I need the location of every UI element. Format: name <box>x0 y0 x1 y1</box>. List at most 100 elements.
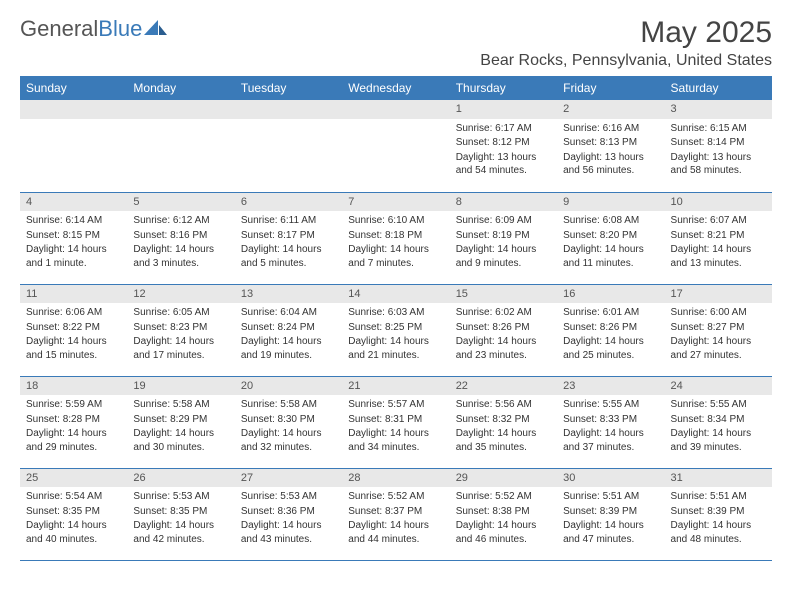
sunset-text: Sunset: 8:19 PM <box>456 229 551 243</box>
day-number <box>127 100 234 119</box>
daylight-text: Daylight: 14 hours and 30 minutes. <box>133 427 228 454</box>
sunset-text: Sunset: 8:39 PM <box>563 505 658 519</box>
day-number: 1 <box>450 100 557 119</box>
day-cell <box>127 100 234 192</box>
day-number: 13 <box>235 285 342 304</box>
day-number: 6 <box>235 193 342 212</box>
daylight-text: Daylight: 14 hours and 42 minutes. <box>133 519 228 546</box>
day-cell: 26Sunrise: 5:53 AMSunset: 8:35 PMDayligh… <box>127 468 234 560</box>
logo-sail-icon <box>144 16 168 42</box>
day-cell: 19Sunrise: 5:58 AMSunset: 8:29 PMDayligh… <box>127 376 234 468</box>
day-details: Sunrise: 5:52 AMSunset: 8:38 PMDaylight:… <box>450 487 557 551</box>
sunrise-text: Sunrise: 6:09 AM <box>456 214 551 228</box>
day-cell: 29Sunrise: 5:52 AMSunset: 8:38 PMDayligh… <box>450 468 557 560</box>
day-details: Sunrise: 6:16 AMSunset: 8:13 PMDaylight:… <box>557 119 664 183</box>
daylight-text: Daylight: 14 hours and 34 minutes. <box>348 427 443 454</box>
day-number: 9 <box>557 193 664 212</box>
sunset-text: Sunset: 8:26 PM <box>456 321 551 335</box>
day-cell <box>235 100 342 192</box>
daylight-text: Daylight: 14 hours and 27 minutes. <box>671 335 766 362</box>
day-cell: 2Sunrise: 6:16 AMSunset: 8:13 PMDaylight… <box>557 100 664 192</box>
day-number: 25 <box>20 469 127 488</box>
daylight-text: Daylight: 14 hours and 25 minutes. <box>563 335 658 362</box>
day-header-cell: Sunday <box>20 76 127 100</box>
week-row: 18Sunrise: 5:59 AMSunset: 8:28 PMDayligh… <box>20 376 772 468</box>
day-number: 20 <box>235 377 342 396</box>
day-details: Sunrise: 6:10 AMSunset: 8:18 PMDaylight:… <box>342 211 449 275</box>
sunrise-text: Sunrise: 6:17 AM <box>456 122 551 136</box>
sunrise-text: Sunrise: 6:07 AM <box>671 214 766 228</box>
day-header-cell: Saturday <box>665 76 772 100</box>
day-number: 22 <box>450 377 557 396</box>
sunrise-text: Sunrise: 5:56 AM <box>456 398 551 412</box>
day-number: 18 <box>20 377 127 396</box>
day-details: Sunrise: 5:51 AMSunset: 8:39 PMDaylight:… <box>557 487 664 551</box>
daylight-text: Daylight: 14 hours and 44 minutes. <box>348 519 443 546</box>
daylight-text: Daylight: 14 hours and 48 minutes. <box>671 519 766 546</box>
day-number: 27 <box>235 469 342 488</box>
sunset-text: Sunset: 8:17 PM <box>241 229 336 243</box>
sunset-text: Sunset: 8:20 PM <box>563 229 658 243</box>
day-details: Sunrise: 6:03 AMSunset: 8:25 PMDaylight:… <box>342 303 449 367</box>
logo-text-2: Blue <box>98 16 142 42</box>
sunrise-text: Sunrise: 6:15 AM <box>671 122 766 136</box>
daylight-text: Daylight: 14 hours and 43 minutes. <box>241 519 336 546</box>
day-details: Sunrise: 6:05 AMSunset: 8:23 PMDaylight:… <box>127 303 234 367</box>
day-number: 31 <box>665 469 772 488</box>
sunrise-text: Sunrise: 5:53 AM <box>133 490 228 504</box>
daylight-text: Daylight: 14 hours and 5 minutes. <box>241 243 336 270</box>
daylight-text: Daylight: 14 hours and 13 minutes. <box>671 243 766 270</box>
day-details: Sunrise: 5:57 AMSunset: 8:31 PMDaylight:… <box>342 395 449 459</box>
sunset-text: Sunset: 8:18 PM <box>348 229 443 243</box>
sunset-text: Sunset: 8:30 PM <box>241 413 336 427</box>
sunrise-text: Sunrise: 5:51 AM <box>563 490 658 504</box>
daylight-text: Daylight: 13 hours and 54 minutes. <box>456 151 551 178</box>
day-cell: 30Sunrise: 5:51 AMSunset: 8:39 PMDayligh… <box>557 468 664 560</box>
day-number: 23 <box>557 377 664 396</box>
sunset-text: Sunset: 8:31 PM <box>348 413 443 427</box>
sunrise-text: Sunrise: 6:01 AM <box>563 306 658 320</box>
day-details: Sunrise: 5:55 AMSunset: 8:33 PMDaylight:… <box>557 395 664 459</box>
day-details: Sunrise: 6:17 AMSunset: 8:12 PMDaylight:… <box>450 119 557 183</box>
daylight-text: Daylight: 14 hours and 40 minutes. <box>26 519 121 546</box>
day-cell: 22Sunrise: 5:56 AMSunset: 8:32 PMDayligh… <box>450 376 557 468</box>
day-cell: 6Sunrise: 6:11 AMSunset: 8:17 PMDaylight… <box>235 192 342 284</box>
day-details: Sunrise: 5:58 AMSunset: 8:30 PMDaylight:… <box>235 395 342 459</box>
day-details: Sunrise: 5:52 AMSunset: 8:37 PMDaylight:… <box>342 487 449 551</box>
day-number: 24 <box>665 377 772 396</box>
sunrise-text: Sunrise: 6:06 AM <box>26 306 121 320</box>
day-details: Sunrise: 6:06 AMSunset: 8:22 PMDaylight:… <box>20 303 127 367</box>
day-details: Sunrise: 5:54 AMSunset: 8:35 PMDaylight:… <box>20 487 127 551</box>
sunset-text: Sunset: 8:22 PM <box>26 321 121 335</box>
sunset-text: Sunset: 8:35 PM <box>133 505 228 519</box>
sunset-text: Sunset: 8:33 PM <box>563 413 658 427</box>
day-number: 7 <box>342 193 449 212</box>
day-number <box>342 100 449 119</box>
day-cell: 11Sunrise: 6:06 AMSunset: 8:22 PMDayligh… <box>20 284 127 376</box>
sunrise-text: Sunrise: 5:54 AM <box>26 490 121 504</box>
day-details: Sunrise: 6:04 AMSunset: 8:24 PMDaylight:… <box>235 303 342 367</box>
sunrise-text: Sunrise: 5:53 AM <box>241 490 336 504</box>
daylight-text: Daylight: 14 hours and 3 minutes. <box>133 243 228 270</box>
sunrise-text: Sunrise: 5:51 AM <box>671 490 766 504</box>
day-number: 28 <box>342 469 449 488</box>
day-number: 12 <box>127 285 234 304</box>
daylight-text: Daylight: 13 hours and 58 minutes. <box>671 151 766 178</box>
day-cell: 28Sunrise: 5:52 AMSunset: 8:37 PMDayligh… <box>342 468 449 560</box>
sunset-text: Sunset: 8:24 PM <box>241 321 336 335</box>
day-header-cell: Tuesday <box>235 76 342 100</box>
sunset-text: Sunset: 8:27 PM <box>671 321 766 335</box>
sunrise-text: Sunrise: 6:05 AM <box>133 306 228 320</box>
sunrise-text: Sunrise: 6:00 AM <box>671 306 766 320</box>
page-header: GeneralBlue May 2025 Bear Rocks, Pennsyl… <box>20 16 772 70</box>
sunrise-text: Sunrise: 6:03 AM <box>348 306 443 320</box>
daylight-text: Daylight: 14 hours and 37 minutes. <box>563 427 658 454</box>
day-number: 2 <box>557 100 664 119</box>
sunset-text: Sunset: 8:36 PM <box>241 505 336 519</box>
day-cell: 9Sunrise: 6:08 AMSunset: 8:20 PMDaylight… <box>557 192 664 284</box>
daylight-text: Daylight: 14 hours and 17 minutes. <box>133 335 228 362</box>
day-cell: 21Sunrise: 5:57 AMSunset: 8:31 PMDayligh… <box>342 376 449 468</box>
logo-text-1: General <box>20 16 98 42</box>
sunset-text: Sunset: 8:34 PM <box>671 413 766 427</box>
day-cell: 25Sunrise: 5:54 AMSunset: 8:35 PMDayligh… <box>20 468 127 560</box>
